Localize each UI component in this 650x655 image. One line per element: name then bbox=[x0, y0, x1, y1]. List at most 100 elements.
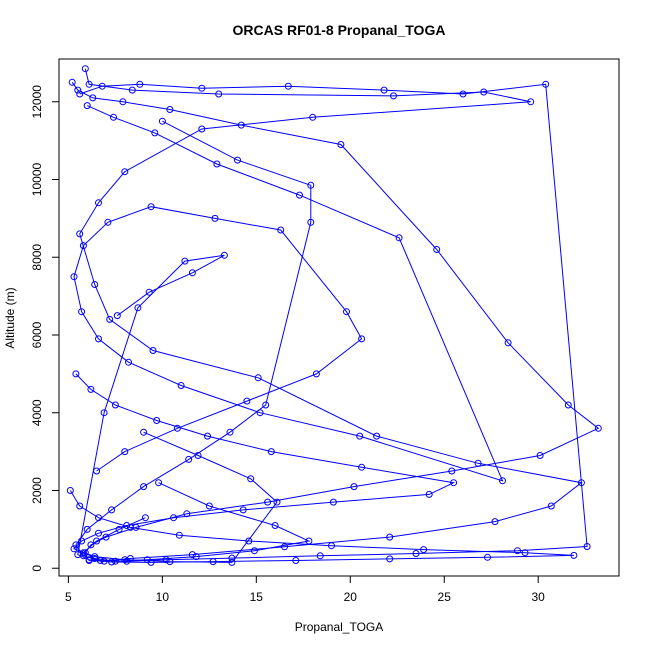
data-point bbox=[108, 506, 116, 514]
data-point bbox=[337, 141, 345, 148]
series-6 bbox=[70, 370, 458, 566]
data-point bbox=[273, 498, 281, 506]
x-tick-label: 20 bbox=[344, 590, 358, 604]
data-point bbox=[328, 542, 335, 550]
data-point bbox=[536, 452, 544, 459]
y-axis: 0 2000 4000 6000 8000 10000 12000 bbox=[30, 85, 60, 572]
data-point bbox=[250, 547, 258, 555]
data-point bbox=[594, 424, 602, 432]
data-point bbox=[175, 531, 183, 539]
series-4 bbox=[70, 102, 506, 485]
data-point bbox=[237, 121, 245, 129]
data-point bbox=[93, 537, 101, 545]
data-point bbox=[192, 553, 200, 561]
y-tick-label: 12000 bbox=[30, 85, 44, 119]
series-1 bbox=[76, 65, 585, 565]
chart-title: ORCAS RF01-8 Propanal_TOGA bbox=[233, 22, 446, 38]
data-point bbox=[358, 335, 366, 343]
data-point bbox=[373, 432, 381, 440]
data-point bbox=[123, 557, 131, 565]
data-point bbox=[89, 94, 97, 102]
data-point bbox=[204, 432, 211, 440]
data-point bbox=[547, 502, 555, 510]
x-tick-label: 30 bbox=[532, 590, 546, 604]
data-point bbox=[499, 477, 506, 485]
data-point bbox=[307, 218, 315, 226]
data-point bbox=[72, 541, 80, 549]
y-tick-label: 2000 bbox=[30, 477, 44, 504]
data-point bbox=[316, 552, 324, 560]
data-point bbox=[390, 92, 397, 100]
data-point bbox=[74, 551, 82, 559]
data-point bbox=[395, 234, 403, 242]
data-point bbox=[296, 191, 303, 199]
data-point bbox=[72, 370, 80, 378]
data-point bbox=[95, 335, 102, 343]
series-5 bbox=[66, 251, 578, 566]
data-point bbox=[213, 160, 221, 168]
data-point bbox=[228, 558, 236, 566]
data-point bbox=[111, 401, 119, 409]
x-tick-label: 10 bbox=[156, 590, 170, 604]
x-axis: 5 10 15 20 25 30 bbox=[65, 575, 546, 604]
data-point bbox=[521, 549, 529, 557]
data-point bbox=[166, 558, 174, 566]
series-3 bbox=[72, 80, 591, 565]
y-axis-label: Altitude (m) bbox=[3, 287, 17, 348]
data-point bbox=[91, 553, 99, 561]
data-point bbox=[74, 86, 82, 94]
data-point bbox=[292, 557, 300, 564]
data-point bbox=[98, 82, 106, 90]
data-point bbox=[570, 551, 578, 559]
data-point bbox=[153, 417, 161, 424]
y-tick-label: 8000 bbox=[30, 244, 44, 271]
data-point bbox=[527, 98, 535, 106]
data-point bbox=[151, 129, 159, 137]
data-point bbox=[433, 246, 441, 253]
data-point bbox=[350, 483, 358, 491]
data-point bbox=[140, 483, 148, 491]
data-point bbox=[358, 463, 366, 471]
data-point bbox=[76, 502, 84, 510]
data-point bbox=[262, 401, 270, 409]
data-point bbox=[83, 102, 91, 110]
data-point bbox=[145, 288, 153, 296]
data-point bbox=[91, 281, 99, 288]
data-point bbox=[425, 490, 433, 498]
data-point bbox=[141, 514, 149, 522]
data-point bbox=[95, 199, 102, 207]
data-point bbox=[166, 106, 174, 113]
data-point bbox=[87, 541, 95, 549]
data-point bbox=[70, 273, 78, 281]
data-point bbox=[188, 269, 196, 277]
data-point bbox=[564, 401, 572, 409]
data-point bbox=[147, 203, 155, 211]
data-point bbox=[459, 90, 467, 98]
data-point bbox=[134, 304, 142, 312]
data-point bbox=[108, 558, 116, 566]
y-tick-label: 4000 bbox=[30, 399, 44, 426]
x-tick-label: 15 bbox=[250, 590, 264, 604]
data-point bbox=[123, 522, 131, 529]
data-point bbox=[198, 125, 206, 133]
data-point bbox=[284, 82, 292, 90]
data-point bbox=[102, 533, 110, 541]
data-point bbox=[209, 558, 217, 566]
data-point bbox=[121, 556, 129, 564]
data-point bbox=[205, 502, 213, 510]
data-point bbox=[181, 257, 189, 265]
data-point bbox=[247, 475, 255, 483]
data-point bbox=[215, 90, 223, 98]
data-point bbox=[110, 113, 117, 121]
data-point bbox=[158, 117, 166, 125]
data-point bbox=[70, 545, 78, 553]
data-point bbox=[136, 80, 144, 88]
data-point bbox=[448, 467, 456, 475]
data-point bbox=[140, 428, 148, 436]
y-tick-label: 0 bbox=[30, 565, 44, 572]
y-tick-label: 6000 bbox=[30, 321, 44, 348]
data-point bbox=[243, 397, 251, 405]
data-point bbox=[198, 84, 206, 92]
